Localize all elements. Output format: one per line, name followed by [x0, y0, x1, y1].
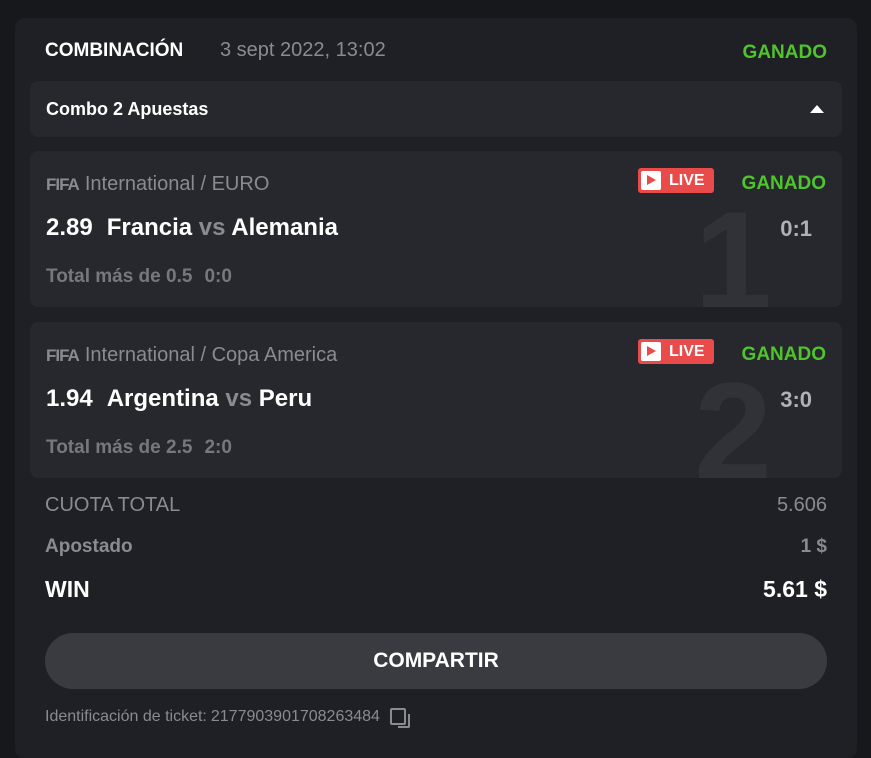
vs: vs [225, 385, 253, 412]
bet-status: GANADO [742, 42, 827, 63]
market-label: Total más de 2.5 [46, 437, 193, 458]
total-odds-row: CUOTA TOTAL 5.606 [45, 494, 827, 517]
market: Total más de 2.5 2:0 [46, 437, 232, 459]
live-label: LIVE [669, 342, 705, 360]
staked-value: 1 $ [800, 536, 827, 557]
away-team: Alemania [231, 214, 338, 241]
bet-index: 1 [694, 182, 772, 308]
league: International / Copa America [84, 344, 338, 366]
win-value: 5.61 $ [763, 576, 827, 602]
share-button[interactable]: COMPARTIR [45, 633, 827, 689]
odd: 2.89 [46, 214, 93, 241]
ticket-label: Identificación de ticket: [45, 708, 207, 725]
chevron-up-icon [810, 105, 824, 113]
copy-icon[interactable] [389, 708, 410, 728]
bet-date: 3 sept 2022, 13:02 [220, 39, 386, 61]
bet-type-title: COMBINACIÓN [45, 40, 184, 61]
bet-item-status: GANADO [741, 344, 826, 365]
live-label: LIVE [669, 171, 705, 189]
home-team: Francia [106, 214, 193, 241]
combo-label: Combo 2 Apuestas [46, 98, 209, 119]
play-icon [641, 342, 661, 361]
league: International / EURO [84, 173, 270, 195]
ticket-number: 2177903901708263484 [210, 708, 380, 725]
bet-slip-card: COMBINACIÓN 3 sept 2022, 13:02 GANADO Co… [15, 18, 857, 758]
win-row: WIN 5.61 $ [45, 576, 827, 603]
bet-index: 2 [694, 353, 772, 479]
match: 2.89 Francia vs Alemania [46, 214, 338, 242]
market-score: 0:0 [204, 266, 232, 287]
bet-item: 1 FIFA International / EURO LIVE GANADO 2… [30, 151, 842, 307]
live-badge: LIVE [638, 339, 714, 364]
staked-row: Apostado 1 $ [45, 536, 827, 558]
vs: vs [198, 214, 226, 241]
total-odds-label: CUOTA TOTAL [45, 494, 181, 516]
odd: 1.94 [46, 385, 93, 412]
play-icon [641, 171, 661, 190]
live-badge: LIVE [638, 168, 714, 193]
staked-label: Apostado [45, 536, 133, 557]
home-team: Argentina [106, 385, 219, 412]
bet-item: 2 FIFA International / Copa America LIVE … [30, 322, 842, 478]
combo-toggle[interactable]: Combo 2 Apuestas [30, 81, 842, 137]
match: 1.94 Argentina vs Peru [46, 385, 312, 413]
score: 3:0 [780, 387, 812, 412]
score: 0:1 [780, 216, 812, 241]
ticket-id: Identificación de ticket: 217790390170826… [45, 708, 410, 728]
bet-item-status: GANADO [741, 173, 826, 194]
market-score: 2:0 [204, 437, 232, 458]
market-label: Total más de 0.5 [46, 266, 193, 287]
fifa-logo-icon: FIFA [46, 345, 80, 365]
away-team: Peru [258, 385, 313, 412]
market: Total más de 0.5 0:0 [46, 266, 232, 288]
win-label: WIN [45, 576, 90, 602]
total-odds-value: 5.606 [776, 494, 827, 516]
fifa-logo-icon: FIFA [46, 174, 80, 194]
